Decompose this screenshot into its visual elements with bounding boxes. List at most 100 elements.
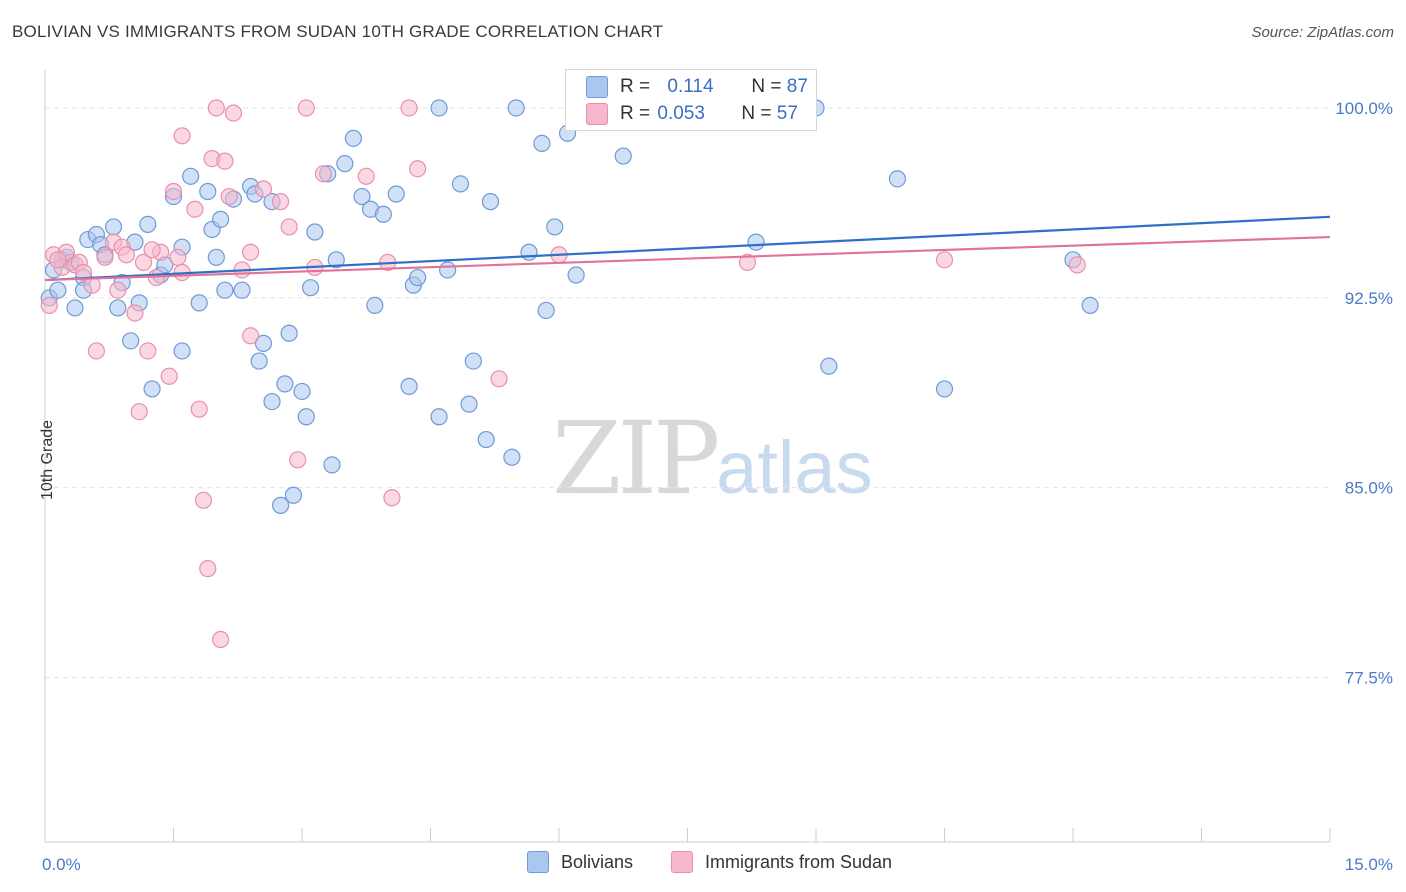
data-point-sudan [190, 400, 208, 418]
data-point-sudan [254, 180, 273, 198]
data-point-sudan [117, 246, 135, 264]
data-point-sudan [199, 560, 217, 578]
data-point-sudan [74, 263, 93, 282]
data-point-sudan [40, 296, 58, 314]
legend-n-label: N = [751, 76, 787, 97]
trend-line-bolivians [44, 215, 1331, 282]
legend-r-label: R = [620, 76, 656, 97]
data-point-bolivians [297, 408, 315, 426]
data-point-bolivians [66, 299, 84, 317]
data-point-sudan [289, 451, 307, 469]
legend-swatch-pink [671, 851, 693, 873]
data-point-bolivians [353, 187, 371, 206]
data-point-sudan [130, 403, 148, 421]
data-point-bolivians [250, 352, 268, 370]
data-point-sudan [143, 241, 161, 259]
data-point-bolivians [199, 182, 217, 201]
data-point-bolivians [567, 266, 585, 284]
data-point-bolivians [546, 218, 564, 236]
data-point-sudan [186, 200, 204, 218]
data-point-bolivians [190, 294, 208, 312]
data-point-bolivians [182, 167, 200, 185]
legend-label-bolivians: Bolivians [561, 851, 634, 872]
data-point-bolivians [344, 129, 362, 147]
data-point-bolivians [820, 357, 838, 375]
data-point-sudan [738, 253, 757, 271]
data-point-sudan [169, 248, 187, 266]
data-point-sudan [126, 304, 144, 322]
data-point-sudan [173, 127, 191, 145]
data-point-bolivians [614, 147, 632, 165]
data-point-bolivians [306, 223, 324, 241]
legend-item-bolivians: Bolivians [527, 851, 633, 873]
legend-swatch-blue [586, 76, 608, 98]
axes [44, 70, 1331, 843]
legend-r-value: 0.053 [657, 103, 705, 124]
legend-r-label: R = [620, 103, 656, 124]
legend-swatch-blue [527, 851, 549, 873]
data-point-bolivians [207, 248, 225, 266]
data-point-sudan [194, 491, 213, 509]
data-point-bolivians [520, 243, 538, 261]
data-point-sudan [164, 182, 183, 201]
data-point-sudan [87, 342, 106, 360]
data-point-sudan [297, 99, 315, 117]
legend-n-value: 87 [786, 76, 808, 97]
data-point-bolivians [935, 380, 954, 398]
data-point-sudan [271, 193, 290, 211]
data-point-sudan [400, 99, 418, 117]
data-point-sudan [935, 251, 954, 269]
data-point-bolivians [477, 430, 495, 449]
legend-label-sudan: Immigrants from Sudan [705, 851, 893, 872]
data-point-bolivians [216, 281, 234, 299]
data-point-sudan [139, 342, 157, 360]
data-point-bolivians [439, 261, 457, 279]
legend-row-bolivians: R = 0.114 N = 87 [586, 74, 808, 100]
watermark-zip: ZIP [552, 400, 720, 517]
series-legend: Bolivians Immigrants from Sudan [0, 851, 1406, 877]
legend-n-value: 57 [776, 103, 798, 124]
data-point-bolivians [276, 375, 294, 393]
data-point-bolivians [284, 486, 303, 504]
data-point-sudan [160, 367, 178, 385]
data-point-bolivians [254, 334, 273, 352]
data-point-bolivians [49, 281, 67, 299]
data-point-bolivians [280, 324, 298, 342]
data-point-bolivians [327, 251, 345, 269]
series-sudan-points [40, 99, 1086, 649]
data-point-bolivians [533, 134, 551, 153]
legend-r-value: 0.114 [667, 76, 714, 97]
data-point-sudan [409, 160, 427, 178]
data-point-bolivians [212, 210, 230, 228]
data-point-sudan [134, 253, 153, 271]
data-point-sudan [49, 251, 67, 269]
data-point-sudan [490, 370, 508, 388]
data-point-bolivians [173, 342, 191, 360]
data-point-sudan [383, 489, 401, 507]
data-point-bolivians [336, 155, 354, 173]
data-point-sudan [1068, 256, 1086, 274]
data-point-sudan [212, 630, 230, 649]
chart-title: BOLIVIAN VS IMMIGRANTS FROM SUDAN 10TH G… [12, 22, 664, 41]
data-point-sudan [109, 281, 127, 299]
data-point-bolivians [481, 193, 500, 211]
data-point-sudan [216, 152, 234, 170]
legend-row-sudan: R = 0.053 N = 57 [586, 101, 798, 127]
data-point-bolivians [122, 332, 140, 350]
data-point-bolivians [387, 185, 405, 203]
x-tick-label: 15.0% [1345, 855, 1393, 874]
data-point-bolivians [430, 408, 448, 426]
y-axis-label: 10th Grade [39, 419, 57, 501]
data-point-bolivians [263, 392, 281, 411]
data-point-bolivians [503, 448, 521, 466]
data-point-bolivians [143, 380, 161, 398]
data-point-bolivians [104, 218, 123, 236]
y-tick-label: 100.0% [1335, 99, 1393, 118]
data-point-bolivians [460, 395, 478, 413]
data-point-bolivians [109, 299, 127, 317]
watermark: ZIPatlas [552, 400, 873, 517]
data-point-bolivians [301, 279, 320, 297]
data-point-sudan [207, 99, 225, 117]
data-point-bolivians [400, 377, 418, 395]
